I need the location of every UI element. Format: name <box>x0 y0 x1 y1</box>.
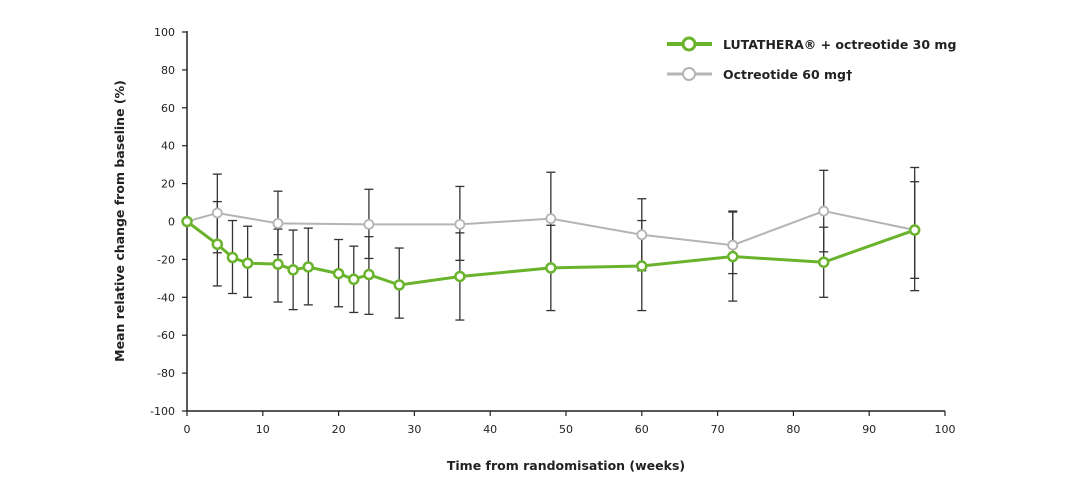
data-point <box>727 250 739 263</box>
legend-marker-octreotide <box>682 67 696 81</box>
series-line <box>186 210 915 247</box>
data-point <box>545 213 557 225</box>
data-point <box>818 205 830 217</box>
y-axis-label: Mean relative change from baseline (%) <box>112 80 127 362</box>
legend-item-lutathera: LUTATHERA® + octreotide 30 mg <box>667 36 956 52</box>
data-point <box>348 273 360 286</box>
y-tick-label: -60 <box>157 329 175 342</box>
data-point <box>287 264 299 276</box>
data-point <box>272 217 284 229</box>
x-tick-label: 90 <box>862 423 876 436</box>
y-tick-label: -80 <box>157 367 175 380</box>
y-tick-label: 20 <box>161 178 175 191</box>
x-tick-label: 30 <box>407 423 421 436</box>
x-tick-label: 50 <box>559 423 573 436</box>
x-axis-label: Time from randomisation (weeks) <box>447 458 685 473</box>
data-point <box>181 215 193 228</box>
data-point <box>363 268 375 281</box>
legend: LUTATHERA® + octreotide 30 mg Octreotide… <box>667 36 956 82</box>
y-tick-label: -40 <box>157 291 175 304</box>
x-tick-label: 0 <box>184 423 191 436</box>
legend-marker-lutathera <box>681 36 697 52</box>
data-point <box>332 267 345 280</box>
series-octreotide <box>181 205 921 251</box>
data-point <box>636 229 648 241</box>
data-point <box>908 224 921 236</box>
data-point <box>363 218 375 230</box>
axes: 100 80 60 40 20 0 -20 -40 -60 -80 -100 0 10 20 30 40 50 6… <box>150 26 955 436</box>
x-tick-label: 80 <box>786 423 800 436</box>
data-point <box>241 257 254 269</box>
data-point <box>727 239 739 251</box>
x-tick-label: 40 <box>483 423 497 436</box>
data-point <box>817 256 830 268</box>
data-point <box>226 251 239 264</box>
data-point <box>211 238 224 250</box>
series-lutathera <box>181 215 921 291</box>
y-tick-label: 0 <box>168 216 175 229</box>
data-point <box>636 260 648 272</box>
error-bars <box>212 166 920 321</box>
y-tick-label: 60 <box>161 102 175 115</box>
x-tick-label: 10 <box>256 423 270 436</box>
legend-item-octreotide: Octreotide 60 mg† <box>667 67 852 82</box>
y-tick-label: -20 <box>157 253 175 266</box>
data-point <box>454 218 466 230</box>
y-tick-label: 80 <box>161 64 175 77</box>
data-point <box>545 262 557 274</box>
y-tick-label: 100 <box>154 26 175 39</box>
data-point <box>272 258 284 270</box>
x-tick-label: 20 <box>332 423 346 436</box>
x-tick-label: 100 <box>935 423 956 436</box>
series-lines <box>181 205 921 291</box>
y-tick-label: -100 <box>150 405 175 418</box>
data-point <box>302 261 315 273</box>
x-tick-label: 60 <box>635 423 649 436</box>
legend-label-lutathera: LUTATHERA® + octreotide 30 mg <box>723 37 956 52</box>
legend-label-octreotide: Octreotide 60 mg† <box>723 67 852 82</box>
data-point <box>211 207 223 219</box>
y-tick-label: 40 <box>161 140 175 153</box>
x-tick-label: 70 <box>711 423 725 436</box>
data-point <box>393 279 405 291</box>
data-point <box>454 270 466 283</box>
